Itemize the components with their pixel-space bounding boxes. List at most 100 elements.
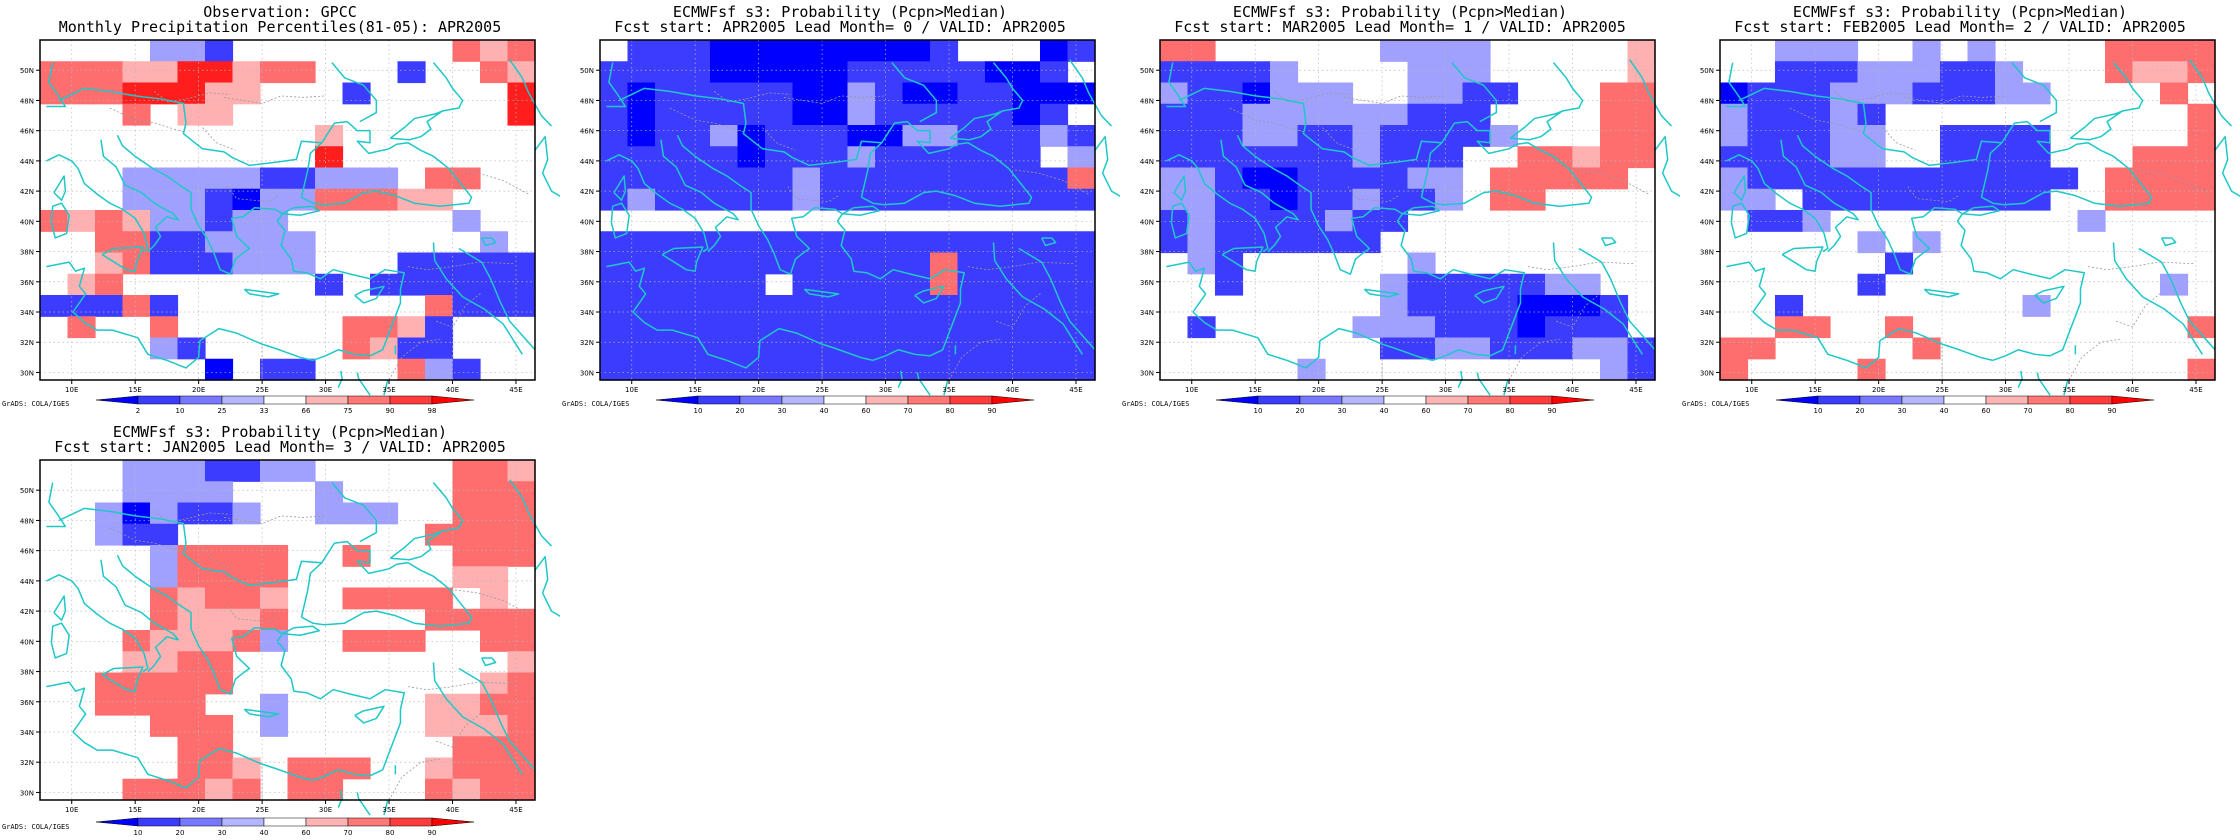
coastline xyxy=(842,205,880,217)
lat-label: 38N xyxy=(1700,249,1714,257)
colorbar-segment xyxy=(305,817,349,827)
grid-cell xyxy=(1995,125,2024,147)
grid-cell xyxy=(792,40,821,62)
coastline xyxy=(46,62,67,108)
lat-label: 48N xyxy=(20,97,34,105)
grid-cell xyxy=(67,295,96,317)
colorbar-label: 90 xyxy=(1548,407,1557,415)
grid-cell xyxy=(1435,103,1464,126)
coastline xyxy=(2036,372,2051,396)
lat-label: 44N xyxy=(20,578,34,586)
coastline xyxy=(337,370,343,388)
panel-title-line2: Fcst start: JAN2005 Lead Month= 3 / VALI… xyxy=(54,438,506,456)
coastline xyxy=(300,120,473,207)
grid-cell xyxy=(710,316,739,339)
grid-cell xyxy=(1517,188,1546,211)
grid-cell xyxy=(930,103,959,126)
lat-label: 32N xyxy=(20,339,34,347)
coastline xyxy=(276,640,406,782)
grid-cell xyxy=(1857,61,1886,84)
grads-credit: GrADS: COLA/IGES xyxy=(1122,400,1190,408)
grid-cell xyxy=(682,358,711,381)
lon-label: 40E xyxy=(2126,386,2139,394)
grid-cell xyxy=(452,273,481,296)
grid-cell xyxy=(67,273,96,296)
grid-cell xyxy=(682,61,711,84)
grid-cell xyxy=(342,82,371,105)
grid-cell xyxy=(150,693,179,716)
coastline xyxy=(46,261,87,313)
grid-cell xyxy=(1802,40,1831,62)
coastline xyxy=(383,799,389,816)
coastline xyxy=(46,482,67,528)
grid-cell xyxy=(507,778,536,801)
lat-label: 38N xyxy=(20,669,34,677)
coastline xyxy=(116,134,284,275)
grid-cell xyxy=(150,587,179,610)
grid-cell xyxy=(930,295,959,317)
grid-cell xyxy=(875,295,904,317)
border-line xyxy=(435,712,482,748)
border-line xyxy=(2088,261,2194,271)
coastline xyxy=(2069,110,2124,141)
grid-cell xyxy=(1830,146,1859,169)
lon-label: 40E xyxy=(1566,386,1579,394)
grid-cell xyxy=(957,188,986,211)
grid-cell xyxy=(1747,337,1776,360)
grid-cell xyxy=(1160,61,1189,84)
coastlines xyxy=(46,59,560,396)
coastline xyxy=(509,59,553,127)
grid-cell xyxy=(2187,40,2216,62)
grid-cell xyxy=(122,61,151,84)
grid-cell xyxy=(737,40,766,62)
grid-cell xyxy=(792,125,821,147)
grid-cell xyxy=(682,295,711,317)
grid-cell xyxy=(1270,167,1299,190)
grid-cell xyxy=(150,608,179,631)
colorbar-label: 60 xyxy=(302,829,311,837)
grid-cell xyxy=(150,672,179,695)
grid-cell xyxy=(315,146,344,169)
grid-cell xyxy=(1435,82,1464,105)
coastline xyxy=(1781,246,1824,272)
grid-cell xyxy=(95,295,124,317)
grid-cell xyxy=(1967,40,1996,62)
colorbar-label: 70 xyxy=(344,829,353,837)
grid-cell xyxy=(425,587,454,610)
grid-cell xyxy=(875,358,904,381)
grid-cell xyxy=(370,316,399,339)
grid-cell xyxy=(765,61,794,84)
grid-cell xyxy=(737,358,766,381)
grid-cell xyxy=(480,481,509,504)
colorbar-segment xyxy=(221,817,265,827)
grid-cell xyxy=(260,358,289,381)
grid-cell xyxy=(1967,146,1996,169)
coastline xyxy=(1962,205,2000,217)
coastline xyxy=(432,242,523,355)
grid-cell xyxy=(1802,188,1831,211)
grid-cell xyxy=(1600,167,1629,190)
grid-cell xyxy=(1435,146,1464,169)
grid-cell xyxy=(1967,167,1996,190)
grid-cell xyxy=(260,587,289,610)
grid-cell xyxy=(1600,125,1629,147)
grid-cell xyxy=(507,40,536,62)
map-frame xyxy=(1719,39,2216,381)
grid-cell xyxy=(1215,146,1244,169)
border-line xyxy=(948,338,1000,381)
coastline xyxy=(1503,379,1509,396)
grid-cell xyxy=(480,273,509,296)
colorbar-segment xyxy=(1509,395,1553,405)
grid-cell xyxy=(1067,358,1096,381)
coastline xyxy=(458,247,536,351)
grid-cell xyxy=(425,252,454,275)
grid-cell xyxy=(287,167,316,190)
grid-cell xyxy=(342,757,371,780)
grid-cell xyxy=(682,40,711,62)
border-line xyxy=(1528,261,1634,271)
country-borders xyxy=(109,91,529,381)
grid-cell xyxy=(1830,61,1859,84)
border-line xyxy=(783,95,886,104)
grid-cell xyxy=(655,82,684,105)
grid-cell xyxy=(1435,273,1464,296)
